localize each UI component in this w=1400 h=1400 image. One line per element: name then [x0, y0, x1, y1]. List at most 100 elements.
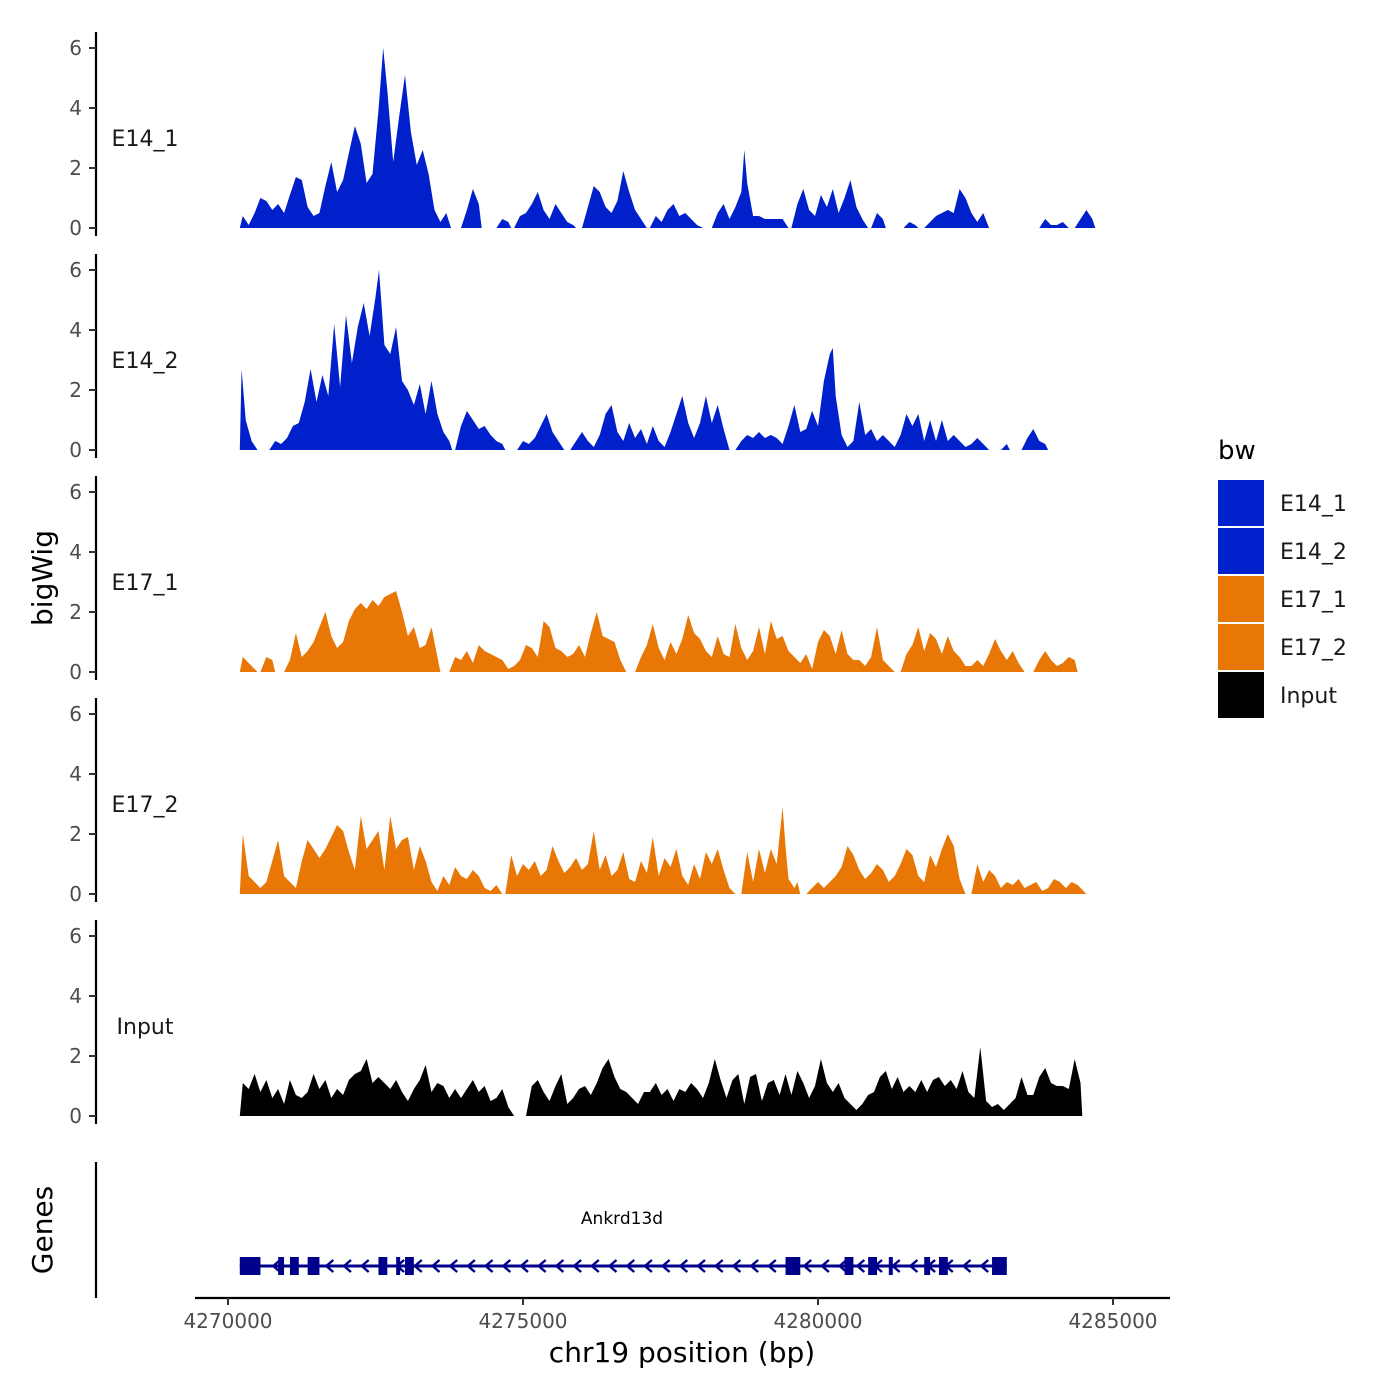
gene-name-label: Ankrd13d — [581, 1209, 663, 1229]
strand-arrow — [466, 1259, 476, 1273]
coverage-area — [517, 414, 565, 450]
y-tick-label: 4 — [69, 96, 82, 120]
track-E17_1: 0 2 4 6 E17_1 — [69, 476, 1078, 684]
legend-title: bw — [1218, 436, 1256, 466]
strand-arrow — [359, 1259, 370, 1273]
exon — [405, 1257, 414, 1275]
coverage-area — [971, 864, 1087, 894]
exon — [868, 1257, 877, 1275]
coverage-area — [741, 807, 801, 894]
coverage-area — [239, 48, 451, 228]
coverage-area — [505, 831, 736, 894]
coverage-area — [1033, 651, 1078, 672]
exon — [785, 1257, 801, 1275]
strand-arrow — [855, 1259, 866, 1273]
legend-swatch-E14_2 — [1218, 528, 1264, 574]
strand-arrow — [501, 1259, 512, 1273]
strand-arrow — [731, 1259, 742, 1273]
exon — [844, 1257, 854, 1275]
exon — [396, 1257, 401, 1275]
track-label: E14_2 — [112, 349, 179, 374]
legend-label-E14_1: E14_1 — [1280, 492, 1347, 517]
y-tick-label: 2 — [69, 1044, 82, 1068]
exon — [289, 1257, 299, 1275]
y-tick-label: 2 — [69, 378, 82, 402]
y-tick-label: 6 — [69, 36, 82, 60]
x-axis: 4270000 4275000 4280000 4285000 chr19 posit… — [183, 1296, 1170, 1369]
legend-swatch-E14_1 — [1218, 480, 1264, 526]
legend-swatch-Input — [1218, 672, 1264, 718]
exon — [938, 1257, 948, 1275]
x-tick-label: 4280000 — [773, 1309, 862, 1333]
y-tick-label: 0 — [69, 882, 82, 906]
coverage-area — [635, 615, 895, 672]
coverage-area — [1021, 429, 1049, 450]
track-label: E17_2 — [112, 793, 179, 818]
strand-arrow — [412, 1259, 423, 1273]
strand-arrow — [961, 1259, 972, 1273]
x-axis-title: chr19 position (bp) — [549, 1336, 815, 1369]
coverage-area — [449, 612, 627, 672]
y-tick-label: 0 — [69, 1104, 82, 1128]
exon — [239, 1257, 261, 1275]
strand-arrow — [908, 1259, 919, 1273]
coverage-area — [496, 219, 512, 228]
coverage-area — [900, 627, 1025, 672]
track-E14_2: 0 2 4 6 E14_2 — [69, 254, 1049, 462]
coverage-area — [806, 834, 966, 894]
genes-axis-title: Genes — [26, 1186, 59, 1274]
legend-swatch-E17_2 — [1218, 624, 1264, 670]
track-label: Input — [117, 1015, 174, 1040]
gene-model — [239, 1257, 1007, 1275]
exon — [924, 1257, 931, 1275]
coverage-area — [239, 369, 258, 450]
coverage-area — [1000, 444, 1010, 450]
y-tick-label: 4 — [69, 762, 82, 786]
legend-swatch-E17_1 — [1218, 576, 1264, 622]
coverage-area — [239, 1059, 515, 1116]
legend-label-Input: Input — [1280, 684, 1337, 709]
legend-items: E14_1 E14_2 E17_1 E17_2 Input — [1218, 480, 1347, 718]
exon — [307, 1257, 320, 1275]
y-tick-label: 0 — [69, 660, 82, 684]
coverage-area — [735, 348, 990, 450]
strand-arrow — [271, 1259, 281, 1273]
legend-label-E17_1: E17_1 — [1280, 588, 1347, 613]
coverage-area — [1074, 210, 1096, 228]
strand-arrow — [766, 1259, 777, 1273]
x-tick-label: 4275000 — [478, 1309, 567, 1333]
track-E17_2: 0 2 4 6 E17_2 — [69, 698, 1087, 906]
coverage-area — [570, 396, 730, 450]
y-tick-label: 0 — [69, 216, 82, 240]
y-tick-label: 2 — [69, 600, 82, 624]
y-tick-label: 4 — [69, 984, 82, 1008]
coverage-area — [239, 657, 258, 672]
y-tick-label: 2 — [69, 156, 82, 180]
exon — [278, 1257, 285, 1275]
coverage-area — [455, 411, 506, 450]
coverage-area — [649, 204, 703, 228]
coverage-area — [582, 171, 647, 228]
coverage-area — [871, 213, 886, 228]
strand-arrow — [324, 1259, 335, 1273]
coverage-area — [461, 189, 482, 228]
coverage-area — [903, 222, 919, 228]
gene-panel: Ankrd13d — [94, 1162, 1007, 1298]
strand-arrow — [660, 1259, 671, 1273]
strand-arrow — [483, 1259, 494, 1273]
strand-arrow — [589, 1259, 600, 1273]
x-axis-ticks: 4270000 4275000 4280000 4285000 — [183, 1298, 1158, 1333]
strand-arrow — [536, 1259, 547, 1273]
exon — [888, 1257, 893, 1275]
coverage-area — [239, 816, 503, 894]
track-label: E17_1 — [112, 571, 179, 596]
strand-arrow — [749, 1259, 759, 1273]
strand-arrow — [519, 1259, 529, 1273]
strand-arrow — [554, 1259, 565, 1273]
y-tick-label: 0 — [69, 438, 82, 462]
coverage-area — [269, 270, 453, 450]
y-tick-label: 6 — [69, 258, 82, 282]
y-axis-title: bigWig — [26, 530, 59, 626]
coverage-area — [1039, 219, 1069, 228]
